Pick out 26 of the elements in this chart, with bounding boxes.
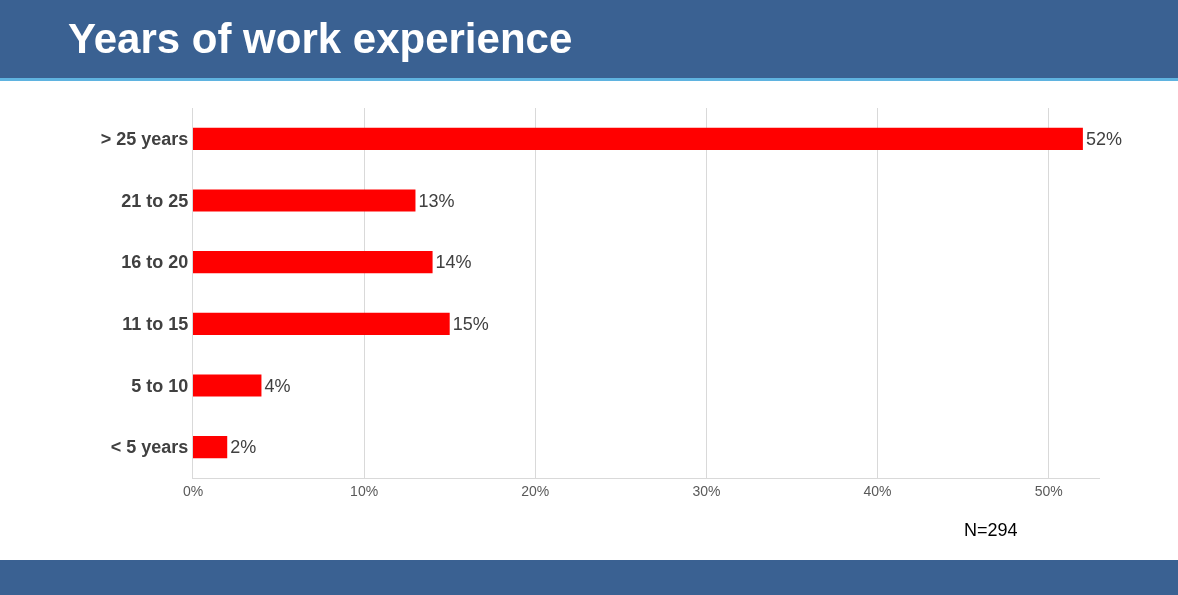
x-tick-label: 10% [350,482,379,499]
data-label: 13% [418,190,455,211]
bar [193,312,450,335]
data-label: 2% [230,437,257,458]
data-label: 15% [452,313,489,334]
bar [193,251,433,274]
x-tick-label: 0% [182,482,204,499]
chart-title: Years of work experience [68,14,573,64]
y-tick-label: 5 to 10 [131,375,189,396]
data-label: 4% [264,375,291,396]
bar [193,189,416,212]
x-tick-label: 40% [863,482,892,499]
data-label: 14% [435,252,472,273]
y-tick-label: 11 to 15 [122,314,189,335]
y-tick-label: 21 to 25 [121,190,189,211]
y-tick-label: > 25 years [100,129,189,150]
data-label: 52% [1085,128,1122,149]
x-tick-label: 20% [521,482,550,499]
x-tick-label: 30% [692,482,721,499]
y-tick-label: 16 to 20 [121,252,189,273]
x-tick-label: 50% [1034,482,1063,499]
text: N=294 [964,520,1018,540]
bar [193,374,262,397]
bar [193,127,1083,150]
y-tick-label: < 5 years [110,437,189,458]
bar [193,436,228,459]
